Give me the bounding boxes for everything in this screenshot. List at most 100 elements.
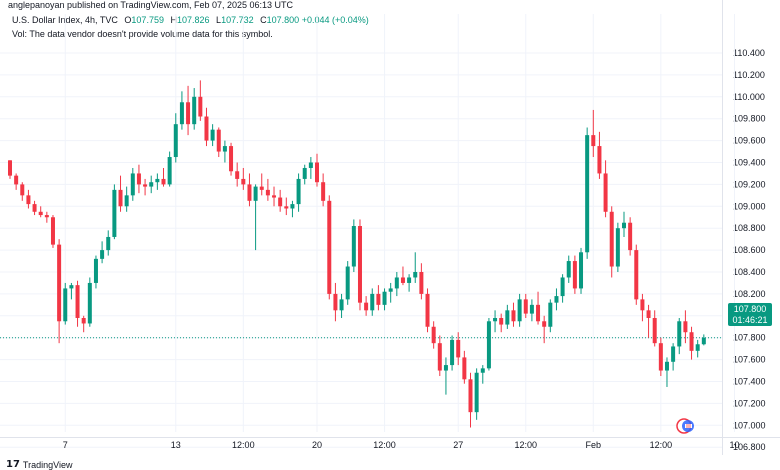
candle[interactable]: [235, 162, 240, 187]
candle[interactable]: [308, 157, 313, 179]
candle[interactable]: [44, 211, 49, 223]
candle[interactable]: [407, 274, 412, 292]
candle[interactable]: [259, 173, 264, 196]
candle[interactable]: [124, 186, 129, 212]
candle[interactable]: [93, 255, 98, 289]
candle[interactable]: [192, 88, 197, 130]
candle[interactable]: [493, 310, 498, 333]
candle[interactable]: [517, 293, 522, 327]
candle[interactable]: [63, 282, 68, 325]
candle[interactable]: [394, 272, 399, 297]
candle[interactable]: [149, 175, 154, 194]
candle[interactable]: [69, 282, 74, 300]
candle[interactable]: [50, 215, 55, 248]
candle[interactable]: [511, 302, 516, 327]
tradingview-logo[interactable]: 17 TradingView: [6, 459, 72, 470]
candle[interactable]: [597, 131, 602, 179]
candle[interactable]: [431, 321, 436, 349]
candle[interactable]: [364, 296, 369, 316]
candle[interactable]: [560, 274, 565, 303]
candle[interactable]: [480, 365, 485, 384]
candle[interactable]: [671, 343, 676, 371]
candle[interactable]: [701, 334, 706, 346]
candle[interactable]: [634, 244, 639, 305]
candle[interactable]: [81, 315, 86, 333]
candle[interactable]: [130, 167, 135, 201]
candle[interactable]: [548, 299, 553, 333]
candle[interactable]: [216, 127, 221, 158]
candle[interactable]: [628, 217, 633, 256]
candle[interactable]: [664, 357, 669, 387]
candle[interactable]: [315, 153, 319, 187]
candle[interactable]: [136, 164, 141, 194]
candle[interactable]: [155, 173, 160, 190]
candle[interactable]: [167, 151, 172, 187]
candle[interactable]: [179, 91, 184, 130]
candle[interactable]: [536, 291, 541, 325]
candle[interactable]: [388, 282, 393, 303]
candle[interactable]: [345, 261, 350, 305]
candle[interactable]: [327, 195, 332, 300]
candle[interactable]: [566, 255, 571, 283]
candle[interactable]: [20, 182, 25, 201]
candle[interactable]: [652, 310, 657, 347]
candle[interactable]: [615, 222, 620, 272]
candle[interactable]: [222, 140, 227, 163]
candle[interactable]: [505, 304, 510, 329]
candle[interactable]: [609, 206, 614, 278]
candle[interactable]: [204, 107, 209, 147]
candle[interactable]: [591, 109, 596, 158]
candle[interactable]: [462, 350, 467, 384]
candle[interactable]: [26, 189, 31, 209]
candle[interactable]: [579, 247, 584, 294]
candle[interactable]: [640, 293, 645, 322]
candle[interactable]: [689, 326, 694, 360]
candle[interactable]: [161, 167, 166, 187]
candle[interactable]: [419, 263, 424, 300]
candle[interactable]: [253, 184, 258, 251]
candle[interactable]: [542, 315, 547, 344]
candle[interactable]: [247, 173, 252, 207]
candle[interactable]: [572, 255, 577, 294]
candle[interactable]: [554, 288, 559, 311]
candle[interactable]: [57, 239, 62, 344]
candle[interactable]: [296, 173, 301, 212]
candle[interactable]: [658, 337, 663, 377]
candle[interactable]: [112, 184, 117, 240]
candle[interactable]: [284, 197, 289, 216]
candle[interactable]: [523, 293, 528, 318]
candle[interactable]: [474, 368, 479, 420]
candle[interactable]: [87, 277, 92, 327]
candle[interactable]: [585, 127, 590, 259]
candle[interactable]: [186, 85, 191, 136]
candle[interactable]: [290, 200, 295, 218]
candle[interactable]: [486, 317, 491, 371]
candle[interactable]: [683, 310, 688, 344]
economic-event-flag-icon[interactable]: [676, 417, 696, 435]
candle[interactable]: [695, 339, 700, 358]
candle[interactable]: [425, 288, 430, 333]
candle[interactable]: [468, 372, 473, 428]
candle[interactable]: [622, 211, 626, 237]
candle[interactable]: [499, 313, 504, 333]
candle[interactable]: [265, 178, 270, 201]
candle[interactable]: [278, 189, 283, 212]
candle[interactable]: [376, 285, 381, 311]
candle[interactable]: [210, 124, 215, 147]
candle[interactable]: [100, 241, 105, 264]
candle[interactable]: [321, 173, 326, 207]
candle[interactable]: [173, 113, 178, 163]
candle[interactable]: [400, 266, 405, 286]
candle[interactable]: [38, 206, 43, 218]
candle[interactable]: [370, 288, 375, 316]
candle[interactable]: [443, 357, 448, 395]
candle[interactable]: [646, 304, 651, 338]
candle[interactable]: [450, 335, 455, 371]
candle[interactable]: [339, 293, 344, 318]
candle[interactable]: [143, 178, 148, 196]
candle[interactable]: [456, 332, 461, 366]
candle[interactable]: [198, 80, 203, 121]
candle[interactable]: [32, 200, 37, 216]
candle[interactable]: [529, 299, 534, 322]
